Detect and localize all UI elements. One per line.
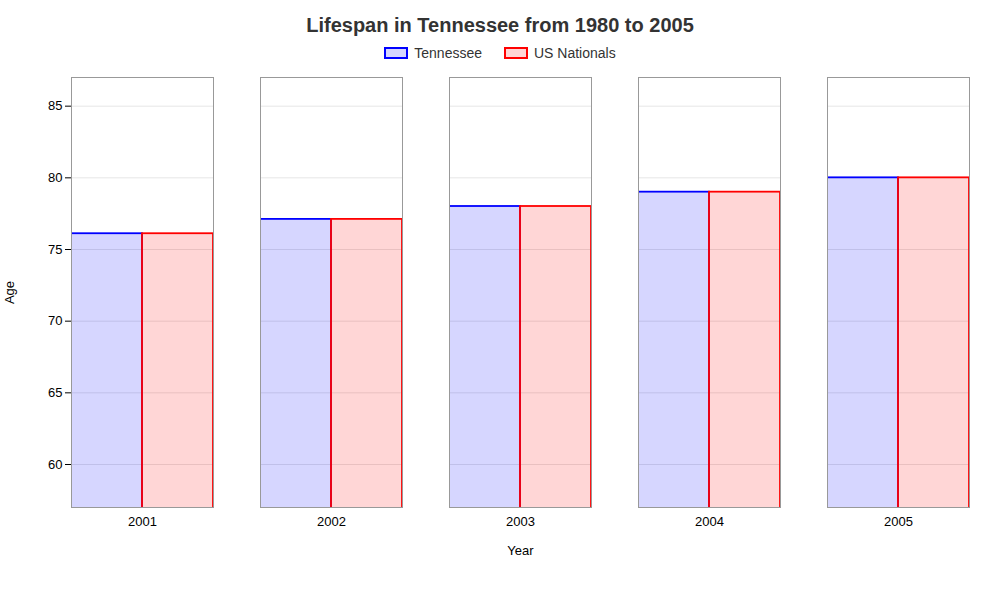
svg-text:2005: 2005 bbox=[884, 514, 913, 529]
svg-text:Year: Year bbox=[507, 543, 534, 558]
svg-text:2003: 2003 bbox=[506, 514, 535, 529]
svg-text:65: 65 bbox=[48, 385, 62, 400]
html-text:Lifespan in Tennessee from 198: Lifespan in Tennessee from 1980 to 2005 bbox=[306, 14, 694, 36]
svg-text:60: 60 bbox=[48, 457, 62, 472]
html-text:Tennessee: Tennessee bbox=[414, 45, 482, 61]
svg-text:Age: Age bbox=[2, 281, 17, 304]
svg-text:75: 75 bbox=[48, 242, 62, 257]
svg-text:85: 85 bbox=[48, 98, 62, 113]
html-text:US Nationals: US Nationals bbox=[534, 45, 616, 61]
svg-text:2002: 2002 bbox=[317, 514, 346, 529]
svg-text:2001: 2001 bbox=[128, 514, 157, 529]
svg-text:2004: 2004 bbox=[695, 514, 724, 529]
svg-text:80: 80 bbox=[48, 170, 62, 185]
svg-text:70: 70 bbox=[48, 313, 62, 328]
